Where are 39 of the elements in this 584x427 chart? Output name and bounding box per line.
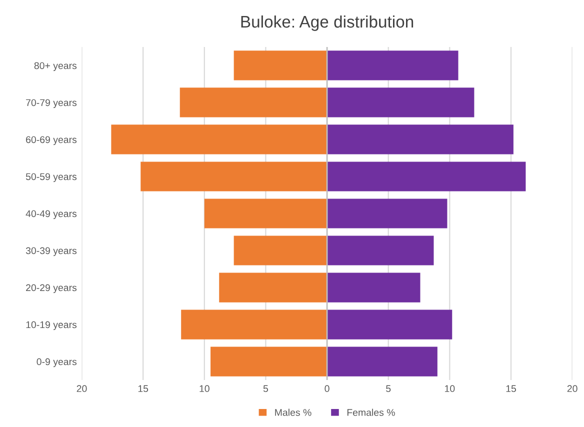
bar bbox=[327, 50, 458, 80]
x-tick-label: 5 bbox=[386, 385, 391, 392]
bar bbox=[327, 346, 438, 376]
bar bbox=[327, 162, 526, 192]
bar bbox=[219, 272, 328, 302]
bar bbox=[327, 236, 434, 266]
chart-title: Buloke: Age distribution bbox=[241, 15, 414, 31]
x-tick-label: 10 bbox=[445, 385, 455, 392]
x-tick-label: 20 bbox=[76, 385, 87, 392]
bar bbox=[327, 124, 514, 154]
bar bbox=[327, 272, 420, 302]
bar bbox=[327, 88, 474, 118]
bar bbox=[140, 162, 328, 192]
x-tick-label: 15 bbox=[506, 385, 516, 392]
y-tick-label: 40-49 years bbox=[26, 210, 77, 220]
y-tick-label: 20-29 years bbox=[26, 284, 77, 294]
x-tick-label: 0 bbox=[324, 385, 330, 392]
y-tick-label: 50-59 years bbox=[26, 173, 77, 182]
x-tick-label: 10 bbox=[200, 385, 210, 392]
bar bbox=[234, 236, 328, 266]
x-tick-label: 15 bbox=[138, 385, 148, 392]
y-tick-label: 30-39 years bbox=[26, 247, 77, 256]
bar bbox=[327, 310, 452, 340]
bar bbox=[210, 346, 328, 376]
legend-label: Males % bbox=[275, 408, 312, 416]
bar bbox=[181, 310, 328, 340]
x-tick-label: 5 bbox=[263, 385, 268, 392]
bar bbox=[180, 88, 328, 118]
bar bbox=[327, 198, 448, 228]
bar bbox=[234, 50, 328, 80]
x-tick-label: 20 bbox=[567, 385, 578, 392]
bar bbox=[204, 198, 328, 228]
legend-label: Females % bbox=[347, 408, 395, 416]
y-tick-label: 10-19 years bbox=[26, 321, 77, 330]
bar bbox=[111, 124, 328, 154]
y-tick-label: 80+ years bbox=[34, 62, 77, 72]
y-tick-label: 0-9 years bbox=[36, 358, 77, 368]
y-tick-label: 60-69 years bbox=[26, 136, 77, 146]
y-tick-label: 70-79 years bbox=[26, 99, 77, 108]
